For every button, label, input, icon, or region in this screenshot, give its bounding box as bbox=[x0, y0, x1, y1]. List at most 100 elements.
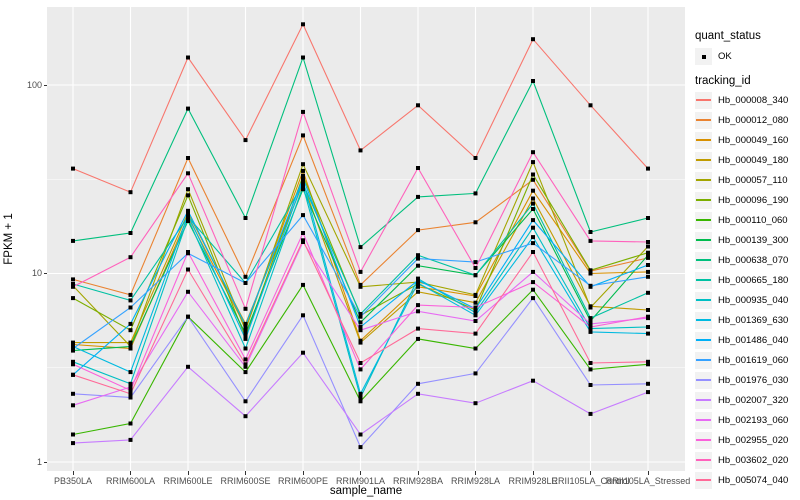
data-point bbox=[358, 269, 363, 274]
data-point bbox=[416, 194, 420, 199]
legend-entry-label: OK bbox=[718, 51, 732, 62]
data-point bbox=[301, 282, 305, 287]
data-point bbox=[358, 314, 363, 319]
data-point bbox=[473, 331, 478, 336]
data-point bbox=[646, 325, 650, 329]
data-point bbox=[588, 230, 593, 234]
y-tick-mark bbox=[43, 273, 47, 274]
data-point bbox=[416, 278, 420, 283]
data-point bbox=[531, 241, 535, 246]
data-point bbox=[646, 216, 650, 220]
x-tick-mark bbox=[360, 471, 361, 475]
data-point bbox=[473, 292, 478, 297]
data-point bbox=[473, 273, 478, 278]
point-icon bbox=[701, 54, 706, 59]
data-point bbox=[531, 201, 535, 206]
data-point bbox=[416, 166, 420, 170]
data-point bbox=[71, 277, 75, 282]
data-point bbox=[71, 432, 75, 437]
line-swatch-icon bbox=[696, 459, 711, 461]
line-swatch-icon bbox=[696, 379, 711, 381]
data-point bbox=[646, 331, 650, 336]
data-point bbox=[186, 187, 190, 192]
data-point bbox=[71, 359, 75, 364]
line-swatch-icon bbox=[696, 339, 711, 341]
x-tick-label: RRIM600LA bbox=[105, 476, 156, 486]
data-point bbox=[243, 414, 248, 419]
x-tick-label: PB350LA bbox=[53, 476, 93, 486]
line-swatch-icon bbox=[696, 139, 711, 141]
legend-entry-label: Hb_000008_340 bbox=[718, 94, 789, 106]
plot-canvas bbox=[47, 7, 685, 471]
legend-entry-Hb_001369_630: Hb_001369_630 bbox=[695, 311, 788, 329]
legend-entry-label: Hb_000139_300 bbox=[718, 234, 789, 246]
data-point bbox=[531, 235, 535, 240]
data-point bbox=[588, 319, 593, 323]
data-point bbox=[358, 340, 363, 345]
x-tick-mark bbox=[245, 471, 246, 475]
data-point bbox=[71, 296, 75, 301]
data-point bbox=[646, 381, 650, 386]
legend-key-box bbox=[695, 411, 712, 429]
data-point bbox=[358, 284, 363, 289]
data-point bbox=[416, 284, 420, 289]
line-swatch-icon bbox=[696, 399, 711, 401]
data-point bbox=[473, 310, 478, 315]
data-point bbox=[531, 218, 535, 223]
data-point bbox=[243, 306, 248, 311]
data-point bbox=[416, 309, 420, 314]
data-point bbox=[588, 383, 593, 387]
data-point bbox=[358, 445, 363, 450]
legend-entry-Hb_000049_180: Hb_000049_180 bbox=[695, 151, 789, 169]
data-point bbox=[243, 364, 248, 369]
legend-key-box bbox=[695, 271, 712, 289]
legend-entry-label: Hb_002193_060 bbox=[718, 414, 789, 426]
data-point bbox=[646, 274, 650, 279]
data-point bbox=[243, 399, 248, 404]
line-swatch-icon bbox=[696, 119, 711, 121]
legend-entry-Hb_000096_190: Hb_000096_190 bbox=[695, 191, 788, 209]
legend-entry-label: Hb_000049_180 bbox=[718, 154, 789, 166]
data-point bbox=[473, 313, 478, 318]
line-swatch-icon bbox=[696, 239, 711, 241]
legend-key-box bbox=[695, 151, 712, 169]
x-tick-label: RRIM928BA bbox=[392, 476, 444, 486]
data-point bbox=[128, 321, 133, 326]
legend-key-box bbox=[695, 251, 712, 269]
x-tick-label: RRIM600PE bbox=[277, 476, 329, 486]
legend-entry-Hb_001976_030: Hb_001976_030 bbox=[695, 371, 789, 389]
data-point bbox=[416, 381, 420, 386]
data-point bbox=[588, 268, 593, 273]
legend-entry-label: Hb_001976_030 bbox=[718, 374, 789, 386]
data-point bbox=[358, 245, 363, 250]
data-point bbox=[128, 421, 133, 426]
legend-entry-Hb_002007_320: Hb_002007_320 bbox=[695, 391, 789, 409]
data-point bbox=[531, 207, 535, 211]
data-point bbox=[358, 399, 363, 404]
x-tick-label: RRIM901LA bbox=[335, 476, 386, 486]
line-swatch-icon bbox=[696, 299, 711, 301]
legend-entry-label: Hb_000665_180 bbox=[718, 274, 789, 286]
data-point bbox=[301, 238, 305, 243]
data-point bbox=[531, 378, 535, 383]
data-point bbox=[243, 281, 248, 285]
data-point bbox=[473, 191, 478, 196]
data-point bbox=[358, 320, 363, 325]
legend-entry-quant-status-ok: OK bbox=[695, 48, 732, 65]
y-axis-title: FPKM + 1 bbox=[3, 213, 15, 265]
data-point bbox=[71, 284, 75, 289]
data-point bbox=[473, 371, 478, 376]
legend-entry-Hb_000008_340: Hb_000008_340 bbox=[695, 91, 789, 109]
line-swatch-icon bbox=[696, 279, 711, 281]
data-point bbox=[301, 22, 305, 27]
data-point bbox=[128, 298, 133, 303]
data-point bbox=[128, 391, 133, 396]
data-point bbox=[531, 79, 535, 83]
data-point bbox=[473, 346, 478, 351]
data-point bbox=[473, 266, 478, 270]
data-point bbox=[646, 269, 650, 274]
data-point bbox=[531, 37, 535, 42]
x-tick-label: RRII105LA_Control bbox=[551, 476, 630, 486]
legend-entry-label: Hb_002007_320 bbox=[718, 394, 789, 406]
data-point bbox=[588, 271, 593, 276]
